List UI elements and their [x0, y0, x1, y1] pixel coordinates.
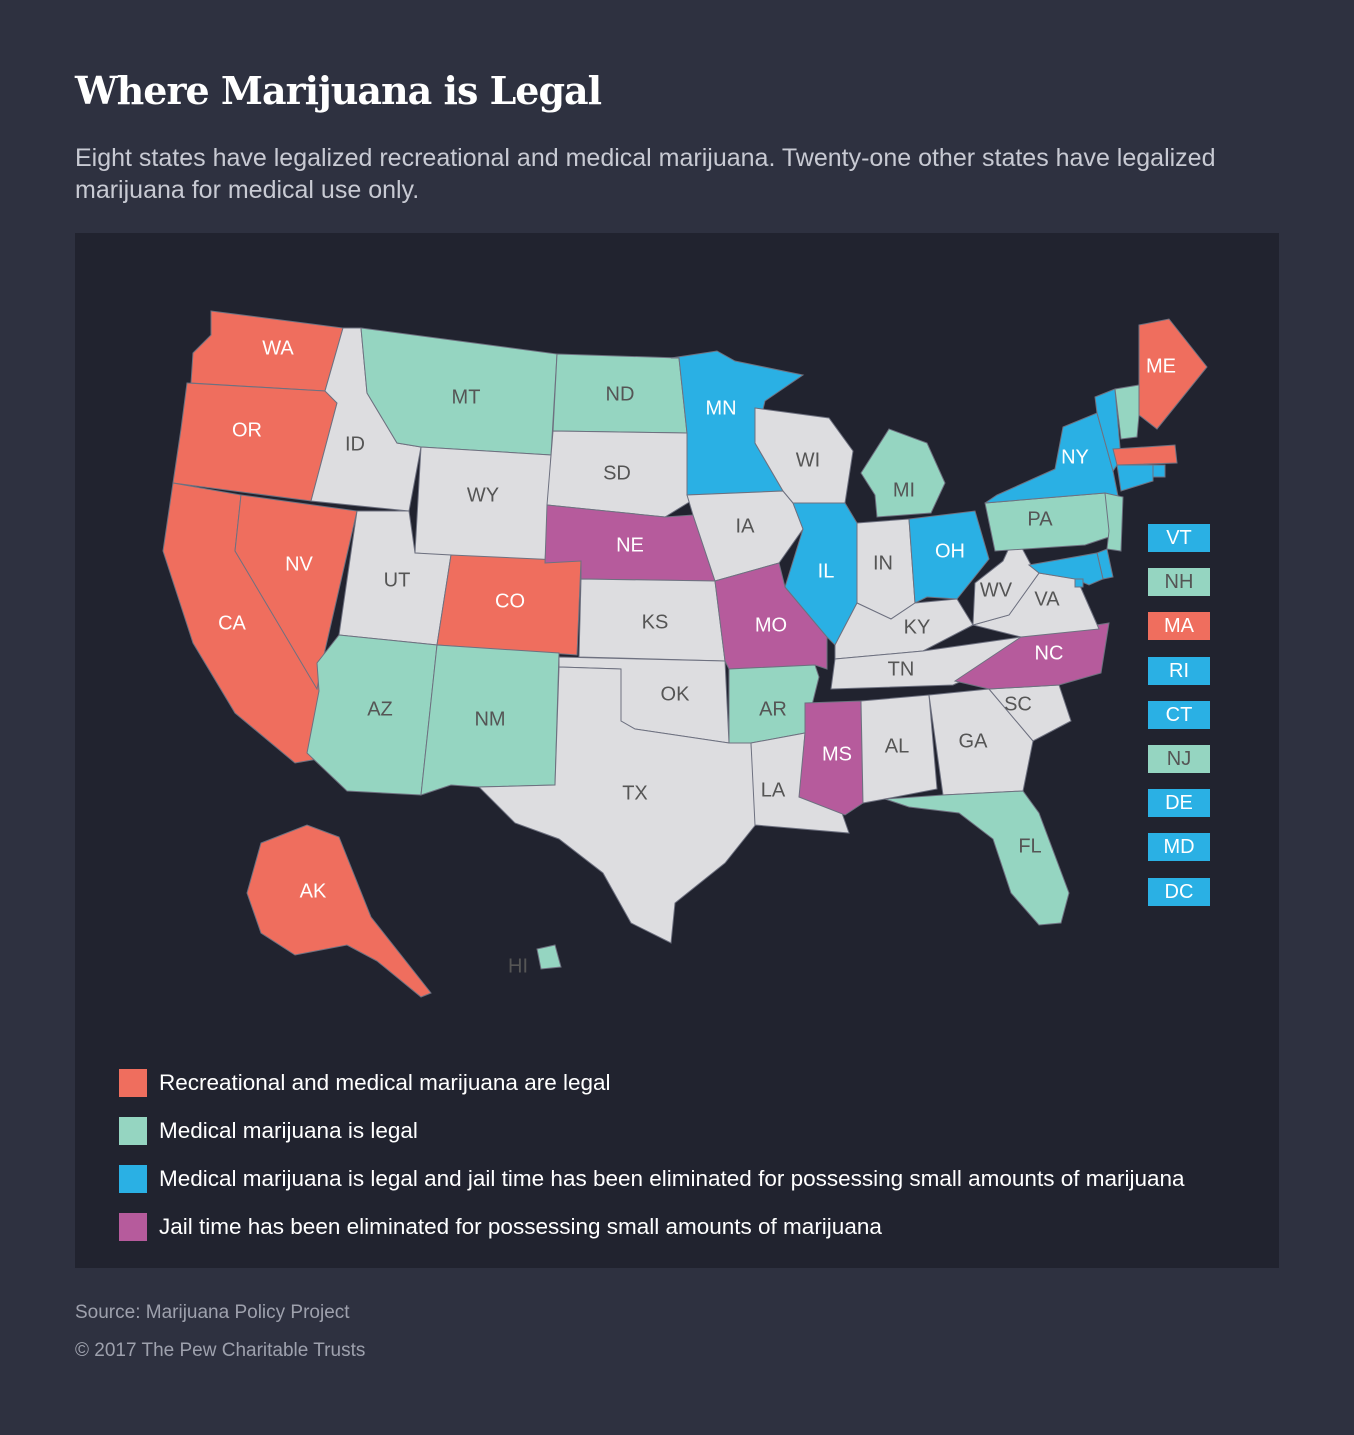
state-label-oh: OH [935, 540, 965, 562]
legend-label: Recreational and medical marijuana are l… [159, 1070, 611, 1095]
legend-swatch [119, 1069, 147, 1097]
map-legend: Recreational and medical marijuana are l… [119, 1059, 1185, 1251]
state-label-la: LA [761, 779, 786, 801]
state-hi [536, 944, 562, 970]
legend-swatch [119, 1117, 147, 1145]
copyright-note: © 2017 The Pew Charitable Trusts [75, 1340, 366, 1361]
state-ri [1152, 464, 1166, 478]
small-states-legend: VT NH MA RI CT NJ DE MD DC [1148, 524, 1210, 922]
legend-swatch [119, 1213, 147, 1241]
state-label-ky: KY [904, 616, 931, 638]
state-ma [1112, 444, 1178, 466]
state-label-ny: NY [1061, 446, 1089, 468]
state-label-id: ID [345, 433, 365, 455]
state-dc [1074, 578, 1084, 588]
state-label-fl: FL [1018, 835, 1041, 857]
state-ga [928, 688, 1034, 796]
state-label-al: AL [885, 735, 909, 757]
small-state-nj: NJ [1148, 744, 1210, 773]
state-label-ut: UT [384, 569, 411, 591]
state-label-sc: SC [1004, 693, 1032, 715]
state-label-nm: NM [474, 708, 505, 730]
state-mo [714, 562, 828, 670]
state-label-mt: MT [452, 386, 481, 408]
page-subtitle: Eight states have legalized recreational… [75, 144, 1216, 204]
state-label-ks: KS [642, 611, 669, 633]
legend-label: Jail time has been eliminated for posses… [159, 1214, 882, 1239]
small-state-ct: CT [1148, 700, 1210, 729]
state-label-ga: GA [959, 730, 989, 752]
state-label-az: AZ [367, 698, 393, 720]
state-mi [860, 428, 946, 518]
state-label-ia: IA [736, 515, 756, 537]
state-sd [546, 430, 692, 518]
map-panel: WA OR CA NV ID MT WY UT CO AZ NM ND SD NE KS OK TX MN IA MO… [75, 233, 1279, 1268]
us-map: WA OR CA NV ID MT WY UT CO AZ NM ND SD NE KS OK TX MN IA MO… [162, 310, 1208, 998]
legend-item-decrim: Jail time has been eliminated for posses… [119, 1203, 1185, 1251]
state-label-ca: CA [218, 612, 246, 634]
state-label-mi: MI [893, 479, 915, 501]
state-label-co: CO [495, 590, 525, 612]
state-label-tx: TX [622, 782, 648, 804]
state-ct [1116, 464, 1154, 492]
state-nj [1104, 492, 1124, 552]
state-label-pa: PA [1027, 508, 1053, 530]
state-nh [1114, 384, 1140, 440]
state-label-ok: OK [661, 683, 691, 705]
state-label-wa: WA [262, 337, 294, 359]
state-tx [477, 666, 758, 944]
state-label-wv: WV [980, 579, 1013, 601]
small-state-ri: RI [1148, 656, 1210, 685]
state-ny [984, 412, 1120, 504]
small-state-md: MD [1148, 833, 1210, 862]
state-label-il: IL [818, 560, 835, 582]
legend-swatch [119, 1165, 147, 1193]
small-state-ma: MA [1148, 612, 1210, 641]
state-co [436, 554, 582, 656]
small-state-de: DE [1148, 789, 1210, 818]
state-label-ak: AK [300, 880, 327, 902]
state-label-in: IN [873, 552, 893, 574]
state-label-or: OR [232, 419, 262, 441]
page-title: Where Marijuana is Legal [75, 68, 602, 113]
source-note: Source: Marijuana Policy Project [75, 1302, 350, 1323]
state-label-ms: MS [822, 743, 852, 765]
state-md [1027, 552, 1104, 586]
state-label-nd: ND [606, 383, 635, 405]
small-state-dc: DC [1148, 877, 1210, 906]
legend-label: Medical marijuana is legal and jail time… [159, 1166, 1185, 1191]
state-label-va: VA [1034, 588, 1060, 610]
state-label-mo: MO [755, 614, 787, 636]
state-label-ne: NE [616, 534, 644, 556]
small-state-vt: VT [1148, 524, 1210, 552]
small-state-nh: NH [1148, 568, 1210, 597]
state-label-nc: NC [1035, 642, 1064, 664]
state-label-wi: WI [796, 449, 820, 471]
state-fl [884, 790, 1070, 926]
state-label-me: ME [1146, 355, 1176, 377]
legend-label: Medical marijuana is legal [159, 1118, 418, 1143]
state-label-nv: NV [285, 553, 313, 575]
state-label-wy: WY [467, 484, 499, 506]
state-label-ar: AR [759, 698, 787, 720]
state-label-tn: TN [888, 658, 915, 680]
state-al [860, 694, 938, 804]
legend-item-medical-decrim: Medical marijuana is legal and jail time… [119, 1155, 1185, 1203]
state-label-sd: SD [603, 462, 631, 484]
state-label-mn: MN [705, 397, 736, 419]
state-ak [246, 824, 432, 998]
state-or [172, 382, 338, 502]
legend-item-medical: Medical marijuana is legal [119, 1107, 1185, 1155]
legend-item-recreational: Recreational and medical marijuana are l… [119, 1059, 1185, 1107]
state-label-hi: HI [508, 955, 528, 977]
